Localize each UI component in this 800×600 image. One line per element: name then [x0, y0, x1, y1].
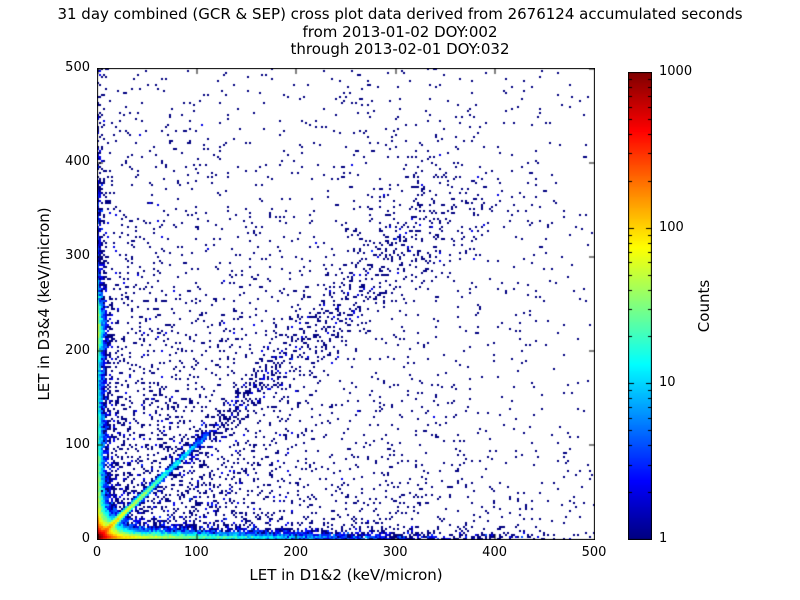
colorbar-tick-label: 10 — [659, 375, 676, 391]
x-tick-label: 200 — [283, 545, 309, 560]
x-tick-label: 0 — [92, 545, 102, 560]
y-tick-label: 0 — [81, 531, 90, 546]
y-tick-label: 300 — [65, 248, 90, 264]
x-axis-label: LET in D1&2 (keV/micron) — [249, 566, 443, 584]
colorbar-axis-label: Counts — [695, 279, 713, 333]
y-tick-label: 400 — [65, 154, 90, 170]
scatter-density-plot-canvas — [97, 68, 595, 540]
y-tick-label: 200 — [65, 342, 90, 358]
x-tick-label: 300 — [382, 545, 408, 560]
figure-title-line-2: from 2013-01-02 DOY:002 — [302, 23, 498, 41]
colorbar-tick-label: 100 — [659, 219, 684, 235]
y-tick-label: 100 — [65, 436, 90, 452]
y-axis-label: LET in D3&4 (keV/micron) — [35, 207, 53, 401]
colorbar-tick-label: 1000 — [659, 64, 693, 79]
figure-title-line-3: through 2013-02-01 DOY:032 — [290, 40, 510, 58]
figure-title-line-1: 31 day combined (GCR & SEP) cross plot d… — [57, 5, 743, 23]
x-tick-label: 500 — [581, 545, 607, 560]
y-tick-label: 500 — [65, 60, 90, 75]
colorbar-canvas — [628, 72, 652, 540]
colorbar-tick-label: 1 — [659, 531, 668, 546]
x-tick-label: 400 — [482, 545, 507, 560]
x-tick-label: 100 — [183, 545, 209, 560]
